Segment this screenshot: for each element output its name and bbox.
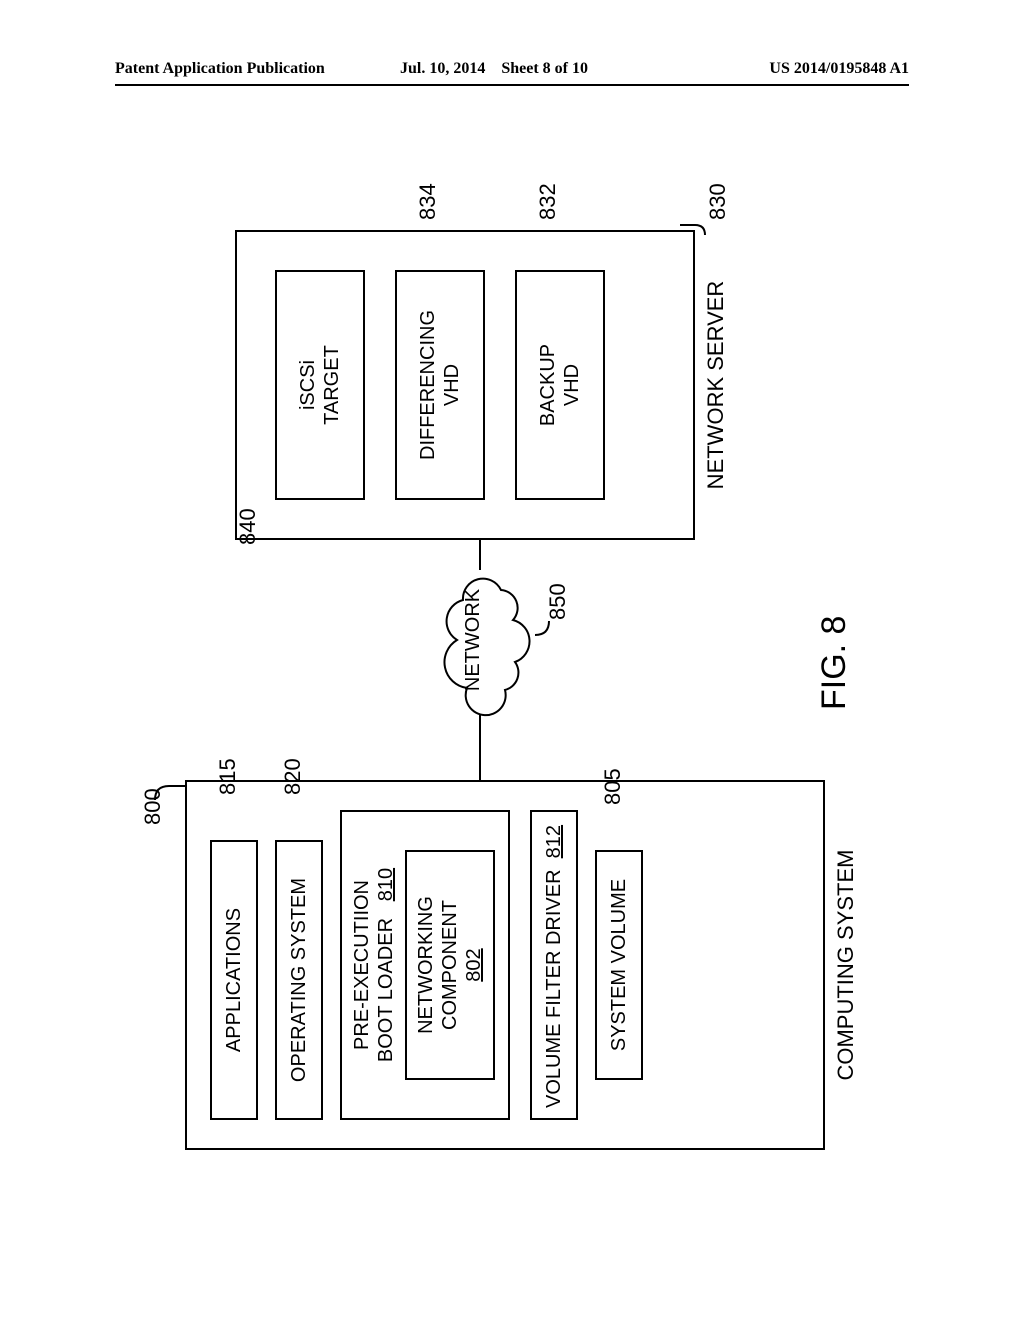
ref-832: 832	[535, 183, 561, 220]
dvhd-line2: VHD	[441, 364, 463, 406]
diagram-wrapper: COMPUTING SYSTEM 800 APPLICATIONS 815 OP…	[115, 130, 909, 1210]
system-volume-box: SYSTEM VOLUME	[595, 850, 643, 1080]
network-label: NETWORK	[463, 575, 483, 705]
differencing-vhd-box: DIFFERENCING VHD	[395, 270, 485, 500]
iscsi-line2: TARGET	[321, 345, 343, 425]
networking-component-box: NETWORKING COMPONENT 802	[405, 850, 495, 1080]
ref-834: 834	[415, 183, 441, 220]
header-left: Patent Application Publication	[115, 60, 325, 78]
network-server-label: NETWORK SERVER	[705, 250, 727, 520]
vfd-label: VOLUME FILTER DRIVER	[542, 869, 566, 1108]
ref-820: 820	[280, 758, 306, 795]
iscsi-line1: iSCSi	[297, 360, 319, 410]
pxe-line2: BOOT LOADER	[375, 918, 397, 1062]
bvhd-line2: VHD	[561, 364, 583, 406]
ref-840: 840	[235, 508, 261, 545]
netc-line2: COMPONENT	[439, 900, 461, 1030]
header-date: Jul. 10, 2014	[400, 60, 485, 77]
os-box: OPERATING SYSTEM	[275, 840, 323, 1120]
iscsi-target-box: iSCSi TARGET	[275, 270, 365, 500]
ref-815: 815	[215, 758, 241, 795]
ref-830: 830	[705, 183, 731, 220]
ref-802: 802	[463, 948, 485, 981]
pxe-line1: PRE-EXECUTIION	[351, 880, 373, 1050]
page-root: Patent Application Publication Jul. 10, …	[0, 0, 1024, 1320]
ref-805: 805	[600, 768, 626, 805]
diagram: COMPUTING SYSTEM 800 APPLICATIONS 815 OP…	[115, 130, 909, 1210]
applications-label: APPLICATIONS	[222, 908, 246, 1052]
bvhd-text: BACKUP VHD	[536, 344, 584, 426]
ref-810: 810	[375, 868, 397, 901]
networking-component-text: NETWORKING COMPONENT 802	[414, 896, 486, 1034]
figure-caption: FIG. 8	[815, 616, 854, 710]
header-sheet: Sheet 8 of 10	[501, 60, 588, 77]
dvhd-text: DIFFERENCING VHD	[416, 310, 464, 460]
pxe-title: PRE-EXECUTIION BOOT LOADER 810	[350, 812, 398, 1118]
header-mid: Jul. 10, 2014 Sheet 8 of 10	[400, 60, 588, 78]
netc-line1: NETWORKING	[415, 896, 437, 1034]
backup-vhd-box: BACKUP VHD	[515, 270, 605, 500]
applications-box: APPLICATIONS	[210, 840, 258, 1120]
ref-850: 850	[545, 583, 571, 620]
iscsi-text: iSCSi TARGET	[296, 345, 344, 425]
ref-800: 800	[140, 788, 166, 825]
dvhd-line1: DIFFERENCING	[417, 310, 439, 460]
volume-filter-driver-box: VOLUME FILTER DRIVER 812	[530, 810, 578, 1120]
bvhd-line1: BACKUP	[537, 344, 559, 426]
sysv-label: SYSTEM VOLUME	[607, 879, 631, 1051]
header-rule	[115, 84, 909, 86]
header-right: US 2014/0195848 A1	[769, 60, 909, 78]
os-label: OPERATING SYSTEM	[287, 878, 311, 1082]
computing-system-label: COMPUTING SYSTEM	[835, 800, 857, 1130]
ref-812: 812	[542, 825, 566, 858]
